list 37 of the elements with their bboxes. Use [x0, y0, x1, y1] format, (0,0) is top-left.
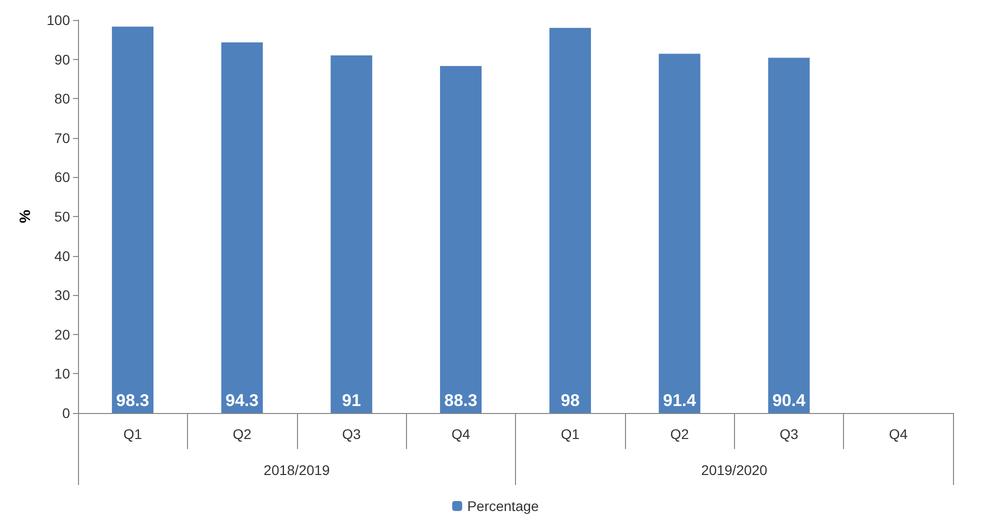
y-tick-label: 20 — [54, 326, 70, 342]
bar — [440, 66, 482, 413]
bar — [330, 55, 372, 413]
y-tick-label: 90 — [54, 51, 70, 68]
y-tick-label: 100 — [46, 12, 70, 28]
data-label: 98 — [560, 391, 580, 410]
x-tick-label: Q2 — [232, 426, 252, 442]
data-label: 98.3 — [116, 391, 150, 410]
y-tick-label: 40 — [54, 248, 70, 264]
bar — [658, 54, 700, 413]
data-label: 94.3 — [226, 391, 259, 410]
legend-label: Percentage — [467, 498, 540, 514]
x-tick-label: Q2 — [670, 426, 690, 442]
bar — [221, 42, 263, 413]
text: 2019/2020 — [701, 462, 768, 478]
y-tick-label: 60 — [54, 169, 70, 186]
text: 2018/2019 — [264, 462, 330, 478]
data-label: 91.4 — [663, 391, 697, 410]
y-tick-label: 10 — [54, 366, 70, 382]
x-tick-label: Q3 — [780, 426, 798, 442]
x-tick-label: Q3 — [342, 426, 361, 442]
bar — [768, 58, 810, 413]
x-tick-label: Q4 — [888, 426, 908, 442]
bar — [112, 26, 154, 413]
data-label: 90.4 — [772, 391, 806, 410]
bar — [549, 28, 591, 413]
x-tick-label: Q1 — [123, 426, 142, 442]
y-axis-title: % — [17, 210, 34, 224]
data-label: 88.3 — [444, 391, 478, 410]
x-tick-label: Q4 — [451, 426, 470, 442]
x-tick-label: Q1 — [560, 426, 580, 442]
data-label: 91 — [342, 391, 361, 410]
y-tick-label: 50 — [54, 208, 70, 224]
y-tick-label: 30 — [54, 287, 70, 304]
y-tick-label: 70 — [54, 130, 70, 146]
y-tick-label: 80 — [54, 90, 70, 107]
y-tick-label: 0 — [62, 405, 70, 421]
